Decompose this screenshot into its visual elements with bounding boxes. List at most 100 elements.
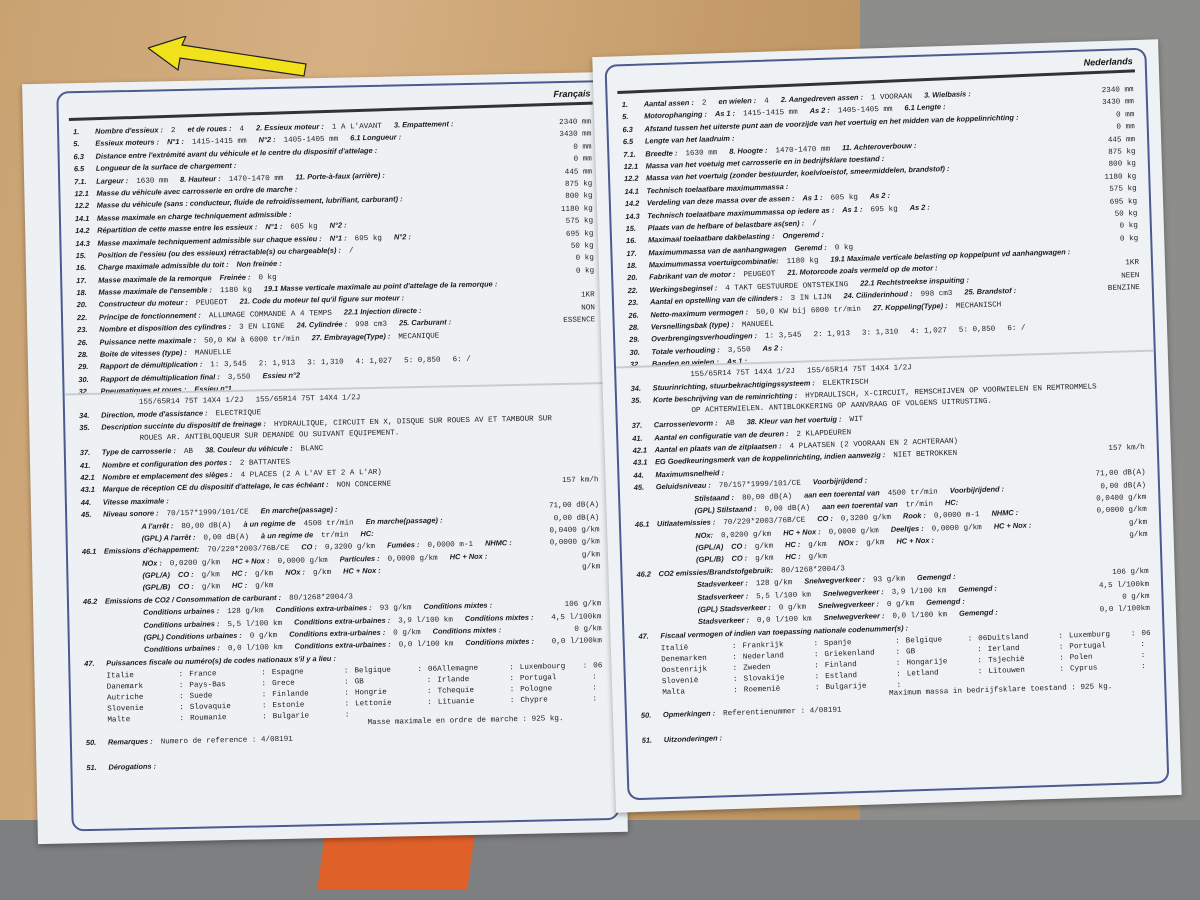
field-value: 6: / xyxy=(1007,325,1026,334)
country-name: Cyprus xyxy=(1069,664,1098,674)
country-name: Roemenië xyxy=(743,685,781,695)
country-entry: Slovenie: xyxy=(107,704,190,714)
field-number: 46.2 xyxy=(82,596,98,606)
field-value: 0,3200 g/km xyxy=(324,543,376,553)
field-label: Freinée : xyxy=(219,272,251,282)
country-name: GB xyxy=(354,678,364,687)
field-number: 1. xyxy=(73,127,80,137)
field-label: As 1 : xyxy=(714,109,736,119)
field-label: Conditions mixtes : xyxy=(465,637,535,648)
field-value: g/km xyxy=(808,553,828,562)
field-label: Geremd : xyxy=(794,242,827,253)
field-value-right: 50 kg xyxy=(1114,209,1138,219)
field-label: (GPL/B) xyxy=(142,582,171,593)
field-label: Deeltjes : xyxy=(890,523,924,534)
field-value: g/km xyxy=(201,583,221,593)
country-name: Chypre xyxy=(520,696,548,706)
field-label: aan een toerental van xyxy=(803,487,880,500)
country-name: Tsjechië xyxy=(987,656,1025,666)
field-label: Gemengd : xyxy=(958,608,998,619)
country-entry: Griekenland: xyxy=(824,649,906,659)
field-number: 17. xyxy=(626,248,637,258)
field-value: g/km xyxy=(808,541,827,550)
field-value: ALLUMAGE COMMANDE A 4 TEMPS xyxy=(208,309,332,321)
field-label: Conditions urbaines : xyxy=(143,606,220,618)
field-label: Breedte : xyxy=(645,148,678,159)
country-entry: Ierland: xyxy=(988,644,1070,654)
country-entry: France: xyxy=(189,669,272,679)
field-number: 14.2 xyxy=(624,198,640,209)
separator: : xyxy=(977,668,983,677)
country-name: Danemark xyxy=(106,683,144,692)
country-entry: Suede: xyxy=(190,691,273,701)
field-number: 1. xyxy=(621,99,629,110)
field-value: 0 g/km xyxy=(393,629,421,638)
field-value-right: 0 mm xyxy=(1115,110,1135,120)
field-number: 16. xyxy=(625,236,637,246)
field-label: Stadsverkeer : xyxy=(697,615,750,627)
field-value: AB xyxy=(183,447,194,457)
field-number: 26. xyxy=(77,337,88,347)
country-entry: Denemarken: xyxy=(661,654,743,664)
country-entry: Finlande: xyxy=(272,690,355,700)
field-value: tr/min xyxy=(905,500,934,510)
field-label: Gemengd : xyxy=(916,572,956,583)
field-value: Numero de reference : 4/08191 xyxy=(160,735,293,747)
field-label: Gemengd : xyxy=(958,583,998,594)
field-value: 4500 tr/min xyxy=(303,518,354,528)
field-label: N°2 : xyxy=(258,135,276,145)
field-value-right: 4,5 l/100km xyxy=(1098,580,1150,591)
field-label: (GPL) A l'arrêt : xyxy=(141,532,196,543)
field-label: Nombre et disposition des cylindres : xyxy=(99,322,232,334)
country-entry: Zweden: xyxy=(743,662,825,672)
field-number: 35. xyxy=(630,396,642,406)
separator: : xyxy=(1140,652,1146,661)
field-number: 22. xyxy=(627,285,639,295)
country-entry: Chypre: xyxy=(520,695,603,706)
field-value: / xyxy=(348,247,354,256)
field-value-right: 2340 mm xyxy=(559,118,592,128)
section-bottom: 34. Direction, mode d'assistance : ELECTRI… xyxy=(79,400,605,775)
country-name: Belgique xyxy=(905,636,943,646)
field-value: 5: 0,850 xyxy=(958,325,996,336)
field-label: NOx : xyxy=(142,558,162,568)
field-label: 6.1 Lengte : xyxy=(904,102,946,113)
language-label: Nederlands xyxy=(1083,56,1133,68)
field-value: g/km xyxy=(255,582,274,591)
field-value-right: 0 kg xyxy=(575,267,595,276)
field-number: 15. xyxy=(75,250,87,261)
field-value: 155/65R14 75T 14X4 1/2J xyxy=(138,396,244,407)
field-value-right: 0 kg xyxy=(575,254,594,264)
field-number: 44. xyxy=(633,470,644,480)
field-value-right: 0,0000 g/km xyxy=(1096,506,1147,516)
field-number: 37. xyxy=(631,420,643,431)
field-value: BLANC xyxy=(300,445,324,454)
field-label: As 2 : xyxy=(869,190,891,201)
field-value: 3: 1,310 xyxy=(861,329,899,339)
field-number: 29. xyxy=(77,362,89,372)
section-top: 1. Aantal assen : 2 en wielen : 4 2. Aangedre… xyxy=(622,84,1143,385)
country-name: Portugal xyxy=(1069,642,1106,652)
field-label: 24. Cylindrée : xyxy=(296,319,348,330)
separator: : xyxy=(427,699,432,708)
field-value: 3 IN LIJN xyxy=(790,293,832,304)
field-number: 34. xyxy=(630,383,642,394)
field-label: N°1 : xyxy=(166,137,185,147)
field-label: CO : xyxy=(817,514,834,524)
country-entry: Slovenië: xyxy=(662,676,744,686)
field-value: 1405-1405 mm xyxy=(283,136,339,146)
field-value-right: 0 kg xyxy=(1119,222,1138,231)
field-label: HC: xyxy=(360,528,374,539)
field-value: 3,9 l/100 km xyxy=(398,615,453,626)
field-value: 1630 mm xyxy=(136,176,169,186)
field-value: g/km xyxy=(755,555,774,564)
separator: : xyxy=(261,669,266,678)
field-label: N°1 : xyxy=(329,233,347,243)
field-label: HC + Nox : xyxy=(896,535,935,546)
separator: : xyxy=(813,640,819,649)
country-entry: Litouwen: xyxy=(988,666,1070,676)
field-number: 42.1 xyxy=(632,445,648,455)
separator: : xyxy=(814,684,820,693)
field-label: Direction, mode d'assistance : xyxy=(100,408,208,420)
field-value: 0,0000 g/km xyxy=(277,556,328,566)
